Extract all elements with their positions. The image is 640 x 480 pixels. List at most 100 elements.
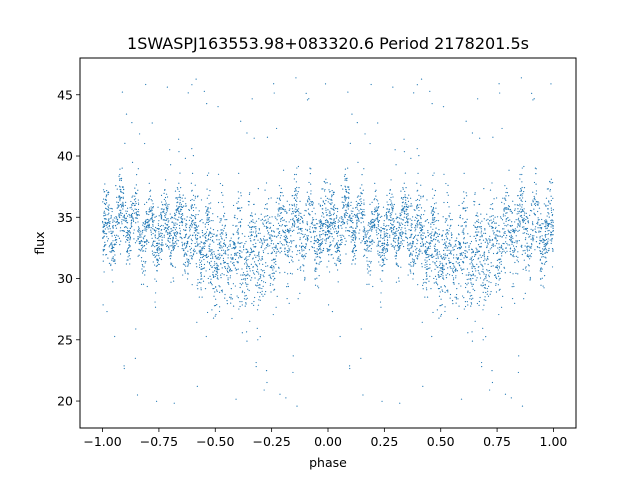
data-point [322, 250, 324, 252]
data-point [159, 257, 161, 259]
data-point [293, 224, 295, 226]
data-point [170, 264, 172, 266]
data-point [532, 229, 534, 231]
data-point [232, 283, 234, 285]
data-point [260, 219, 262, 221]
data-point [449, 251, 452, 253]
data-point [437, 271, 440, 273]
data-point [387, 244, 390, 246]
data-point [298, 187, 300, 189]
data-point [455, 257, 457, 259]
data-point [362, 394, 364, 396]
data-point [422, 234, 424, 237]
data-point [107, 238, 109, 240]
data-point [326, 230, 328, 232]
data-point [388, 225, 390, 227]
data-point [221, 192, 223, 194]
data-point [461, 295, 464, 297]
data-point [504, 224, 506, 227]
data-point [196, 234, 199, 237]
data-point [114, 254, 116, 256]
data-point [523, 208, 525, 210]
data-point [165, 193, 168, 195]
data-point [437, 220, 440, 222]
data-point [165, 243, 167, 245]
data-point [330, 198, 332, 200]
data-point [348, 204, 350, 207]
data-point [538, 243, 541, 245]
data-point [465, 224, 467, 227]
data-point [504, 215, 506, 217]
data-point [296, 253, 298, 256]
data-point [333, 193, 335, 196]
data-point [189, 234, 191, 236]
data-point [450, 253, 452, 255]
data-point [108, 209, 110, 211]
data-point [396, 244, 399, 247]
data-point [259, 336, 261, 338]
data-point [152, 207, 154, 209]
data-point [182, 214, 184, 216]
data-point [472, 283, 474, 286]
data-point [123, 367, 125, 370]
data-point [413, 258, 415, 261]
data-point [144, 241, 146, 243]
data-point [523, 165, 525, 168]
data-point [154, 246, 156, 248]
data-point [209, 250, 211, 252]
data-point [532, 240, 534, 242]
data-point [349, 220, 352, 222]
data-point [320, 251, 322, 253]
data-point [104, 183, 106, 185]
data-point [518, 355, 520, 357]
data-point [319, 233, 321, 236]
data-point [359, 212, 361, 214]
data-point [445, 241, 447, 243]
data-point [292, 371, 294, 374]
data-point [208, 217, 210, 219]
data-point [470, 305, 472, 307]
data-point [204, 233, 207, 235]
data-point [361, 184, 363, 186]
data-point [205, 335, 207, 338]
data-point [208, 194, 210, 196]
data-point [453, 249, 455, 251]
data-point [113, 217, 115, 219]
data-point [346, 206, 348, 208]
data-point [149, 189, 152, 191]
data-point [483, 304, 485, 306]
data-point [452, 279, 455, 281]
data-point [283, 205, 285, 208]
data-point [123, 365, 125, 367]
data-point [489, 207, 491, 210]
data-point [115, 241, 118, 243]
data-point [459, 216, 461, 218]
data-point [195, 237, 197, 239]
data-point [110, 216, 112, 218]
data-point [463, 237, 465, 239]
data-point [511, 297, 514, 300]
data-point [196, 284, 198, 286]
data-point [198, 264, 201, 266]
data-point [144, 274, 146, 276]
data-point [181, 248, 183, 250]
data-point [114, 239, 116, 242]
data-point [126, 207, 129, 209]
data-point [347, 201, 349, 203]
data-point [192, 254, 195, 256]
data-point [530, 228, 532, 230]
data-point [367, 264, 369, 266]
data-point [266, 208, 268, 210]
data-point [137, 221, 139, 223]
data-point [379, 278, 381, 280]
data-point [552, 220, 554, 222]
data-point [199, 236, 201, 239]
data-point [379, 264, 381, 266]
data-point [471, 248, 473, 251]
data-point [230, 239, 232, 242]
data-point [146, 240, 148, 242]
data-point [152, 225, 154, 227]
data-point [171, 244, 173, 247]
data-point [269, 227, 271, 230]
data-point [231, 270, 233, 272]
